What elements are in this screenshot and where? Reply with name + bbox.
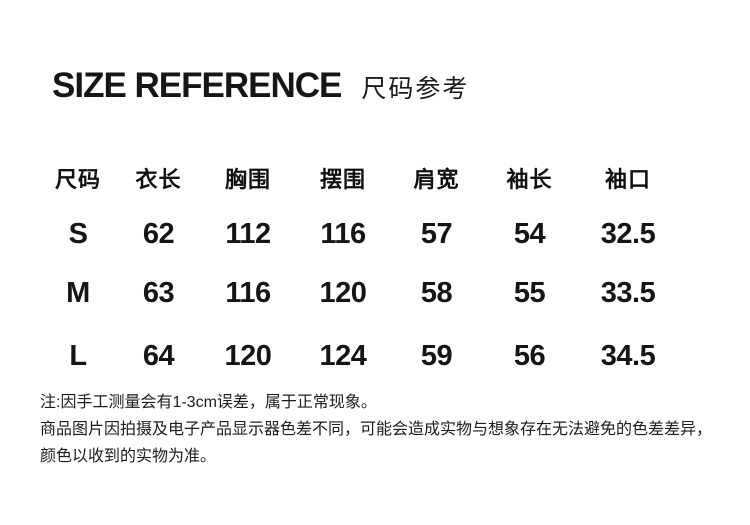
value-hem: 124: [319, 339, 367, 372]
table-row-size-m: M 63 116 120 58 55 33.5: [40, 275, 679, 311]
value-sleeve-length: 54: [513, 217, 546, 250]
value-garment-length: 64: [142, 339, 175, 372]
column-header-size: 尺码: [54, 167, 101, 192]
value-hem: 116: [320, 217, 366, 250]
value-sleeve-length: 56: [513, 339, 546, 372]
value-garment-length: 63: [142, 276, 175, 309]
value-shoulder: 57: [420, 217, 453, 250]
page-title: SIZE REFERENCE 尺码参考: [52, 68, 469, 103]
value-cuff: 34.5: [600, 339, 656, 372]
value-cuff: 33.5: [600, 276, 656, 309]
value-shoulder: 58: [420, 276, 453, 309]
size-label: M: [66, 276, 90, 309]
value-sleeve-length: 55: [513, 276, 546, 309]
value-bust: 116: [225, 276, 271, 309]
column-header-sleeve-length: 袖长: [506, 167, 553, 192]
value-cuff: 32.5: [600, 217, 656, 250]
note-measurement-tolerance: 注:因手工测量会有1-3cm误差，属于正常现象。: [40, 394, 377, 411]
value-bust: 120: [224, 339, 272, 372]
measurement-notes: 注:因手工测量会有1-3cm误差，属于正常现象。 商品图片因拍摄及电子产品显示器…: [40, 389, 724, 470]
table-row-size-l: L 64 120 124 59 56 34.5: [40, 338, 679, 374]
size-table-header-row: 尺码 衣长 胸围 摆围 肩宽 袖长 袖口: [40, 160, 679, 196]
size-label: S: [68, 217, 88, 250]
value-hem: 120: [319, 276, 367, 309]
column-header-bust: 胸围: [224, 167, 271, 192]
title-chinese: 尺码参考: [361, 75, 470, 103]
column-header-shoulder: 肩宽: [413, 167, 460, 192]
column-header-garment-length: 衣长: [135, 167, 182, 192]
title-english: SIZE REFERENCE: [52, 66, 342, 105]
table-row-size-s: S 62 112 116 57 54 32.5: [40, 216, 679, 252]
column-header-hem: 摆围: [319, 167, 366, 192]
column-header-cuff: 袖口: [604, 167, 651, 192]
value-garment-length: 62: [142, 217, 175, 250]
size-label: L: [69, 339, 87, 372]
value-shoulder: 59: [420, 339, 453, 372]
note-color-difference: 商品图片因拍摄及电子产品显示器色差不同，可能会造成实物与想象存在无法避免的色差差…: [40, 421, 713, 465]
value-bust: 112: [225, 217, 271, 250]
